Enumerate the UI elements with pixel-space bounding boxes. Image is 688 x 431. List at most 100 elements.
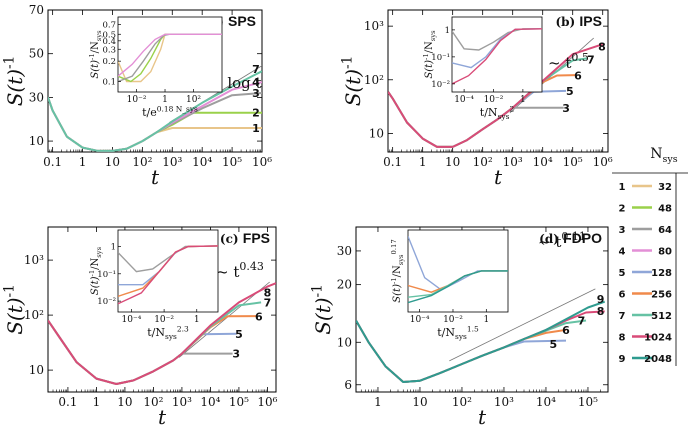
inset-y-axis-label: S(t)-1/Nsys [422,30,437,79]
annotation-exponent: 0.5 [571,51,589,64]
label-part: t [158,405,167,429]
label-part: sys [455,332,467,341]
label-part: sys [95,30,103,41]
label-part: t/N [437,326,455,339]
panel-name: SPS [228,13,256,29]
legend-entry-1024: 8 1024 [619,333,673,344]
inset-y-axis-label: S(t)-1/Nsys0.17 [390,239,405,302]
x-tick-label: 10⁵ [578,395,598,409]
x-tick-label: 1 [419,155,427,169]
panel-fps: 0.1 1 10 10² 10³ 10⁴ 10⁵ 10⁶1010²10³tS(t)-13567… [2,226,278,429]
series-label-9: 9 [597,293,605,306]
inset-series-line-9 [408,270,508,304]
inset-series-group [118,33,222,83]
x-axis-label: t [151,165,160,189]
inset-series-group [118,245,218,305]
legend-value: 64 [658,225,672,236]
legend-value: 128 [651,268,672,279]
label-part: S(t) [90,60,101,79]
inset-y-tick-label: 10⁻² [431,80,450,90]
x-tick-label: 10³ [172,395,192,409]
panel-name: FPS [243,230,270,246]
series-label-7: 7 [264,296,272,309]
y-tick-label: 50 [29,47,44,61]
inset-frame [117,16,223,93]
x-tick-label: 10³ [162,155,182,169]
panel-sps: 0.1 1 10 10² 10³ 10⁴ 10⁵ 10⁶10305070tS(t)-11234… [2,3,273,189]
label-part: S(t) [90,276,101,295]
inset-y-tick-label: 0.2 [102,57,116,67]
y-tick-label: 10³ [364,19,384,33]
panel-label: (d) [539,232,563,246]
x-tick-label: 0.1 [43,155,62,169]
x-tick-label: 10⁶ [593,155,613,169]
label-part: -1 [422,53,430,60]
inset-sps: 10⁻² 1 10² 0.1 0.2 0.30.40.50.7 t/e0.18 N_sys S… [88,16,223,119]
y-axis-label: S(t)-1 [2,284,27,335]
annotation-base: ~ t [538,233,561,251]
y-tick-label: 10 [29,134,44,148]
y-tick-label: 20 [337,278,352,292]
inset-fdpo: 10⁻⁴ 10⁻² 1t/Nsys1.5S(t)-1/Nsys0.17 [390,229,509,341]
x-tick-label: 10² [473,155,493,169]
series-group [48,65,262,152]
legend-index: 4 [619,247,626,258]
inset-series-group [452,28,542,85]
label-part: /N [90,257,101,269]
series-label-6: 6 [574,70,582,83]
legend-value: 256 [651,290,672,301]
label-part: /N [392,265,403,277]
inset-x-tick-label: 10² [186,95,201,105]
legend-index: 6 [619,290,626,301]
inset-x-tick-label: 1 [162,95,168,105]
label-part: -1 [340,56,356,69]
inset-x-tick-label: 10⁻² [443,315,463,325]
series-label-6: 6 [255,310,263,323]
series-label-3: 3 [562,102,570,115]
x-tick-label: 0.1 [383,155,402,169]
inset-series-group [408,236,508,304]
y-tick-label: 10² [24,308,44,322]
x-axis-label: t [158,405,167,429]
inset-y-tick-label: 1 [445,26,450,36]
series-label-3: 3 [232,348,240,361]
series-group [388,37,604,148]
series-label-2: 2 [252,107,260,120]
series-label-3: 3 [252,87,260,100]
x-tick-label: 10⁴ [533,155,553,169]
inset-x-tick-label: 10⁻⁴ [122,315,142,325]
x-tick-label: 10³ [503,155,523,169]
label-part: sys [429,30,437,41]
legend-value: 512 [651,311,672,322]
x-tick-label: 10⁴ [192,155,212,169]
label-part: t [478,405,487,429]
y-tick-label: 10 [337,335,352,349]
label-part: sys [498,112,510,121]
series-label-7: 7 [578,314,586,327]
series-label-4: 4 [252,76,260,89]
inset-y-tick-label: 0.5 [102,30,116,40]
legend-entry-2048: 9 2048 [619,354,673,365]
inset-x-tick-label: 10⁻² [154,315,174,325]
scaling-annotation: ~ t0.5 [548,51,589,72]
panel-title: (d) FDPO [539,230,602,246]
label-part: 0.18 N_sys [157,104,198,113]
series-label-7: 7 [252,63,260,76]
x-tick-label: 10 [105,155,120,169]
x-tick-label: 1 [93,395,101,409]
label-part: -1 [2,284,18,297]
y-tick-label: 10 [369,126,384,140]
x-tick-label: 10⁶ [257,395,277,409]
inset-x-tick-label: 1 [520,95,526,105]
series-group [356,288,606,383]
legend-entry-48: 2 48 [619,204,673,215]
inset-y-tick-label: 0.7 [102,20,116,30]
panel-title: (b) IPS [555,13,602,29]
inset-series-line-8 [118,245,218,305]
annotation-exponent: 0.11 [561,230,586,243]
series-label-8: 8 [597,305,605,318]
inset-x-axis-label: t/Nsys2 [480,104,515,121]
legend-index: 1 [619,182,626,193]
